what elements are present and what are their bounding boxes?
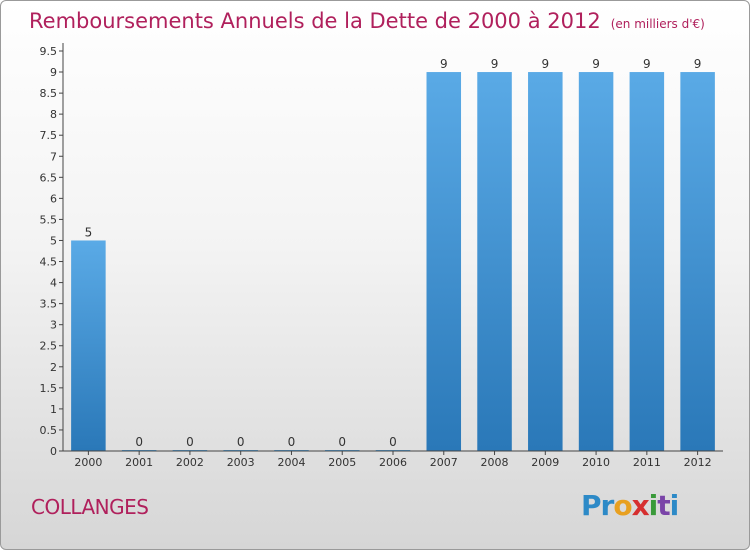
y-tick-label: 9.5: [40, 45, 58, 58]
y-tick-label: 3: [50, 319, 57, 332]
value-label: 0: [288, 435, 296, 449]
x-tick-label: 2006: [379, 456, 407, 469]
value-label: 0: [237, 435, 245, 449]
y-tick-label: 6: [50, 192, 57, 205]
value-label: 9: [541, 57, 549, 71]
y-tick-label: 1: [50, 403, 57, 416]
value-label: 0: [389, 435, 397, 449]
value-label: 9: [643, 57, 651, 71]
logo-letter: i: [648, 489, 659, 522]
y-tick-label: 2.5: [40, 340, 58, 353]
x-tick-label: 2007: [430, 456, 458, 469]
unit-label: (en milliers d'€): [610, 17, 705, 31]
bar: [528, 72, 563, 451]
value-label: 0: [186, 435, 194, 449]
x-tick-label: 2001: [125, 456, 153, 469]
x-tick-label: 2003: [227, 456, 255, 469]
y-tick-label: 5.5: [40, 213, 58, 226]
title-text: Remboursements Annuels de la Dette de 20…: [29, 9, 601, 33]
y-tick-label: 5: [50, 234, 57, 247]
y-tick-label: 4: [50, 277, 57, 290]
value-label: 9: [592, 57, 600, 71]
y-tick-label: 9: [50, 66, 57, 79]
x-tick-label: 2000: [74, 456, 102, 469]
chart-title: Remboursements Annuels de la Dette de 20…: [29, 9, 705, 33]
bar: [477, 72, 512, 451]
proxiti-logo: Proxiti: [581, 489, 680, 522]
bar: [578, 72, 614, 451]
logo-letter: o: [613, 489, 632, 522]
x-tick-label: 2011: [633, 456, 661, 469]
y-tick-label: 2: [50, 361, 57, 374]
x-tick-label: 2012: [684, 456, 712, 469]
y-tick-label: 0.5: [40, 424, 58, 437]
bar: [629, 72, 665, 451]
value-label: 9: [440, 57, 448, 71]
commune-name: COLLANGES: [31, 495, 149, 519]
y-tick-label: 4.5: [40, 256, 58, 269]
x-tick-label: 2009: [531, 456, 559, 469]
value-label: 9: [694, 57, 702, 71]
x-tick-label: 2004: [277, 456, 305, 469]
x-tick-label: 2005: [328, 456, 356, 469]
logo-letter: P: [581, 489, 602, 522]
bar: [426, 72, 462, 451]
bar: [680, 72, 715, 451]
value-label: 0: [338, 435, 346, 449]
logo-letter: t: [657, 489, 670, 522]
y-tick-label: 0: [50, 445, 57, 458]
x-tick-label: 2008: [481, 456, 509, 469]
y-tick-label: 7.5: [40, 129, 58, 142]
logo-letter: x: [631, 489, 650, 522]
y-tick-label: 8: [50, 108, 57, 121]
logo-letter: r: [600, 489, 615, 522]
logo-letter: i: [669, 489, 680, 522]
y-tick-label: 8.5: [40, 87, 58, 100]
y-tick-label: 3.5: [40, 298, 58, 311]
value-label: 5: [85, 225, 93, 239]
y-tick-label: 1.5: [40, 382, 58, 395]
y-tick-label: 6.5: [40, 171, 58, 184]
y-tick-label: 7: [50, 150, 57, 163]
x-tick-label: 2002: [176, 456, 204, 469]
bar: [71, 240, 106, 451]
value-label: 9: [491, 57, 499, 71]
value-label: 0: [135, 435, 143, 449]
x-tick-label: 2010: [582, 456, 610, 469]
